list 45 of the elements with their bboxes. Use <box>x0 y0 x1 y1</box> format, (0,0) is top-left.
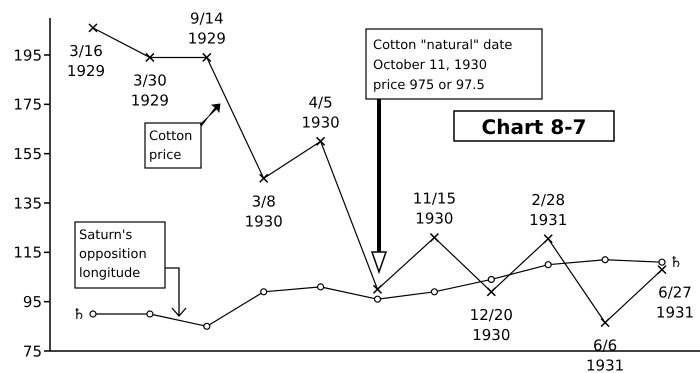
point <box>317 283 324 290</box>
data-label: 12/20 1930 <box>470 306 513 344</box>
data-label: 9/14 1929 <box>188 9 226 48</box>
point <box>658 258 666 266</box>
point <box>145 52 155 62</box>
point <box>430 288 438 296</box>
point <box>89 310 97 318</box>
y-tick-label: 155 <box>13 144 42 163</box>
annotation: Cotton "natural" date October 11, 1930 price 975 or 97.5 <box>373 38 512 93</box>
data-label: 2/28 1931 <box>529 190 568 229</box>
point <box>374 296 382 303</box>
annotation: ♄ <box>72 305 86 323</box>
point <box>88 23 98 33</box>
point <box>372 284 382 294</box>
data-label: 6/27 1931 <box>656 284 694 322</box>
point <box>430 232 440 242</box>
point <box>600 318 610 328</box>
annotation: ♄ <box>669 253 683 272</box>
point <box>146 310 154 318</box>
y-tick-label: 195 <box>13 46 42 64</box>
data-label: 6/6 1931 <box>586 336 624 373</box>
y-tick-label: 115 <box>13 244 42 262</box>
data-label: 3/30 1929 <box>130 71 169 110</box>
point <box>203 322 210 330</box>
y-tick-label: 75 <box>22 342 42 360</box>
y-tick-label: 135 <box>13 194 42 212</box>
data-label: 3/8 1930 <box>244 192 283 230</box>
data-label: 3/16 1929 <box>66 42 106 80</box>
point <box>602 256 609 264</box>
text: Chart 8-7 <box>482 115 586 139</box>
point <box>202 52 212 62</box>
text: Cotton price <box>149 129 192 163</box>
text: Saturn's opposition longitude <box>79 228 147 281</box>
data-label: 11/15 1930 <box>412 190 456 228</box>
y-tick-label: 175 <box>13 96 42 114</box>
point <box>657 264 667 274</box>
data-label: 4/5 1930 <box>302 93 340 132</box>
point <box>544 261 552 268</box>
point <box>486 287 496 297</box>
y-tick-label: 95 <box>22 292 42 311</box>
point <box>543 234 553 244</box>
point <box>258 174 268 184</box>
point <box>488 276 495 284</box>
point <box>260 288 268 296</box>
point <box>316 136 326 146</box>
